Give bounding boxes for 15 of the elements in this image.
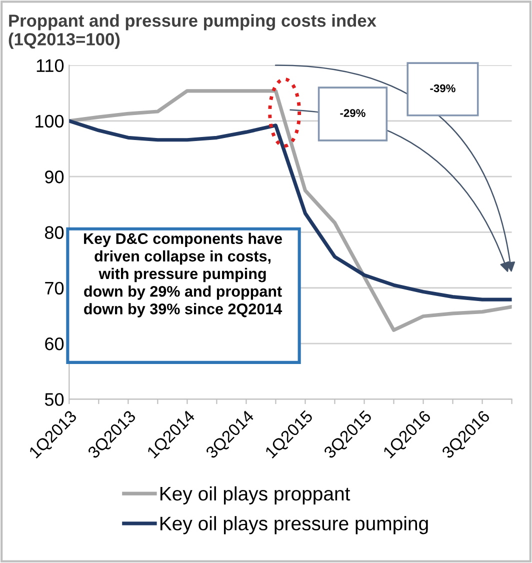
- y-tick-label: 60: [45, 337, 64, 350]
- y-tick-label: 80: [45, 226, 64, 239]
- legend-label: Key oil plays proppant: [160, 486, 350, 504]
- y-tick-label: 50: [44, 393, 64, 406]
- chart-subtitle: (1Q2013=100): [8, 32, 120, 49]
- annotation: -39%: [430, 84, 456, 92]
- legend-label: Key oil plays pressure pumping: [160, 516, 428, 534]
- annotation: -29%: [340, 109, 366, 117]
- y-tick-label: 90: [45, 170, 64, 184]
- chart-title: Proppant and pressure pumping costs index: [9, 14, 376, 30]
- y-tick-label: 110: [36, 59, 64, 72]
- annotation: Key D&C components have driven collapse in costs, with pressure pumping down by 29% and proppant down by 39% since 2Q2014: [84, 232, 282, 318]
- y-tick-label: 70: [45, 282, 64, 295]
- y-tick-label: 100: [36, 114, 64, 128]
- line-series: [69, 119, 512, 302]
